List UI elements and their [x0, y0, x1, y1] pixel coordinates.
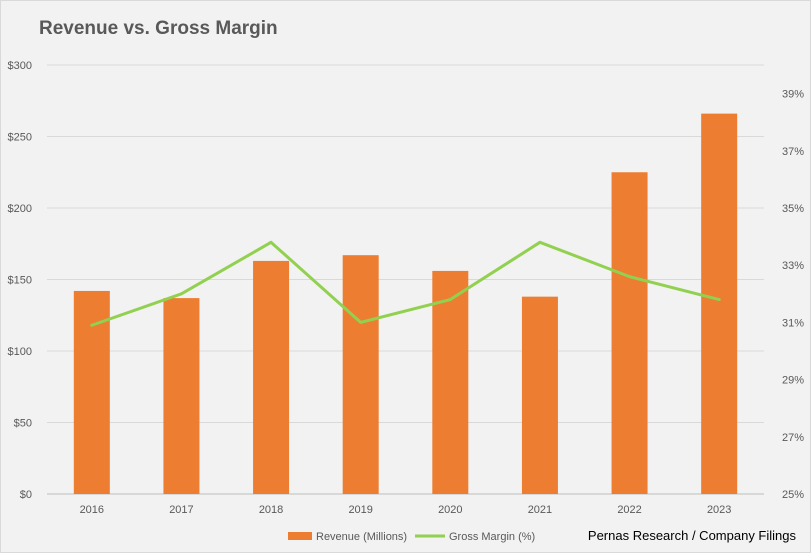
x-tick-label: 2016: [80, 504, 104, 516]
y-left-tick-label: $300: [8, 60, 32, 72]
revenue-bar: [521, 296, 558, 494]
y-right-tick-label: 27%: [782, 432, 804, 444]
y-left-tick-label: $250: [8, 132, 32, 144]
x-tick-label: 2022: [617, 504, 641, 516]
x-tick-label: 2021: [528, 504, 552, 516]
y-left-tick-label: $200: [8, 203, 32, 215]
y-left-tick-label: $150: [8, 275, 32, 287]
gross-margin-point: [269, 240, 273, 244]
y-right-tick-label: 29%: [782, 375, 804, 387]
revenue-bar: [163, 298, 200, 494]
chart-title: Revenue vs. Gross Margin: [39, 18, 278, 39]
y-right-tick-label: 39%: [782, 89, 804, 101]
revenue-bar: [342, 255, 379, 494]
y-right-tick-label: 37%: [782, 146, 804, 158]
gross-margin-line: [90, 240, 721, 327]
gross-margin-point: [538, 240, 542, 244]
x-tick-label: 2017: [169, 504, 193, 516]
legend-margin-label: Gross Margin (%): [449, 531, 535, 543]
gross-margin-point: [90, 323, 94, 327]
legend-revenue-swatch: [288, 532, 312, 540]
y-left-tick-label: $100: [8, 346, 32, 358]
y-right-tick-label: 33%: [782, 260, 804, 272]
x-tick-label: 2019: [348, 504, 372, 516]
gross-margin-point: [628, 275, 632, 279]
legend-revenue-label: Revenue (Millions): [316, 531, 407, 543]
revenue-bar: [253, 260, 290, 494]
x-tick-label: 2018: [259, 504, 283, 516]
gross-margin-point: [717, 298, 721, 302]
gross-margin-point: [179, 292, 183, 296]
y-left-tick-label: $50: [14, 418, 32, 430]
revenue-bar: [611, 172, 648, 494]
y-right-tick-label: 25%: [782, 489, 804, 501]
y-right-tick-label: 35%: [782, 203, 804, 215]
source-label: Pernas Research / Company Filings: [588, 528, 797, 543]
x-tick-label: 2020: [438, 504, 462, 516]
x-tick-label: 2023: [707, 504, 731, 516]
y-right-tick-label: 31%: [782, 317, 804, 329]
revenue-bar: [432, 270, 469, 494]
y-left-tick-label: $0: [20, 489, 32, 501]
gross-margin-point: [359, 320, 363, 324]
gross-margin-point: [448, 298, 452, 302]
revenue-bar: [701, 113, 738, 495]
